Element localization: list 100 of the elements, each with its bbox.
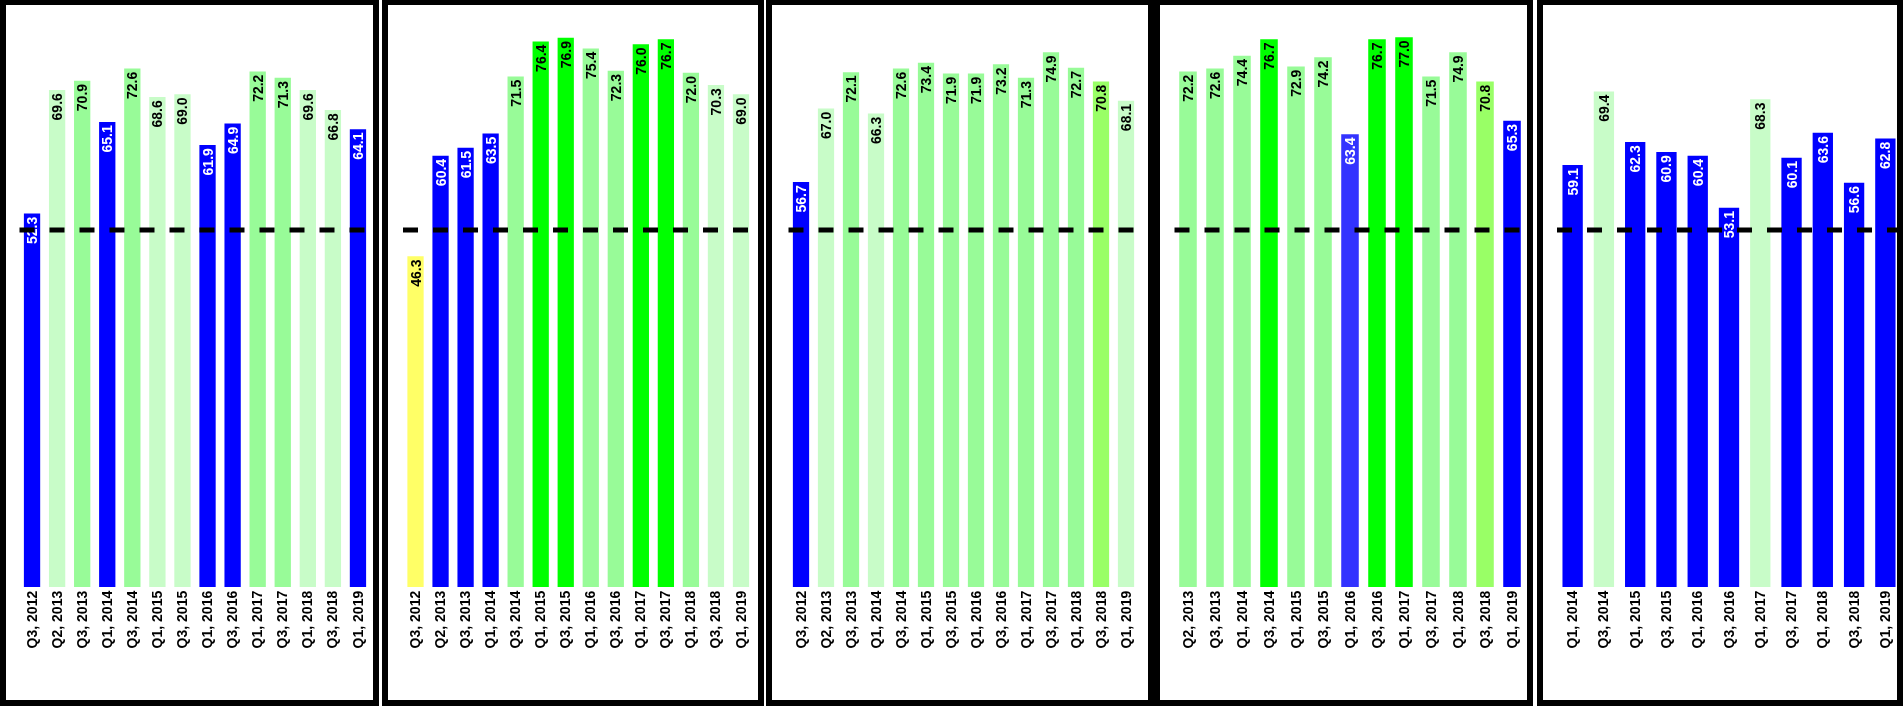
x-tick-label: Q3, 2017 <box>1783 590 1800 649</box>
x-tick-label: Q3, 2012 <box>792 590 809 649</box>
data-label: 74.4 <box>1234 58 1251 87</box>
data-label: 74.9 <box>1043 55 1060 83</box>
x-tick-label: Q3, 2016 <box>992 590 1009 649</box>
x-tick-label: Q1, 2014 <box>482 590 499 649</box>
x-tick-label: Q3, 2014 <box>1260 590 1277 649</box>
x-tick-label: Q3, 2013 <box>457 590 474 649</box>
x-tick-label: Q1, 2015 <box>148 590 165 649</box>
x-tick-label: Q3, 2014 <box>123 590 140 649</box>
data-label: 69.0 <box>174 97 191 125</box>
data-label: 71.9 <box>968 76 985 105</box>
data-label: 56.7 <box>793 185 810 213</box>
data-label: 66.8 <box>324 112 341 141</box>
data-label: 72.6 <box>124 71 141 100</box>
data-label: 73.2 <box>993 67 1009 95</box>
data-label: 68.6 <box>149 100 166 128</box>
data-label: 53.1 <box>1721 210 1737 239</box>
x-tick-label: Q1, 2019 <box>1503 590 1520 649</box>
data-label: 63.4 <box>1342 137 1359 165</box>
x-tick-label: Q3, 2012 <box>23 590 40 649</box>
data-label: 60.4 <box>1689 158 1706 187</box>
x-tick-label: Q3, 2018 <box>1092 590 1109 649</box>
data-label: 63.6 <box>1814 135 1831 164</box>
data-label: 69.6 <box>49 92 66 121</box>
x-tick-label: Q3, 2012 <box>407 590 424 649</box>
x-tick-label: Q1, 2015 <box>1287 590 1304 649</box>
data-label: 70.3 <box>707 87 724 116</box>
data-label: 60.9 <box>1658 155 1675 183</box>
x-tick-label: Q3, 2017 <box>274 590 291 649</box>
x-tick-label: Q1, 2018 <box>1067 590 1084 649</box>
x-tick-label: Q1, 2016 <box>1689 590 1706 649</box>
x-tick-label: Q3, 2018 <box>1845 590 1862 649</box>
data-label: 62.8 <box>1877 141 1894 169</box>
data-label: 71.3 <box>274 80 291 109</box>
x-tick-label: Q3, 2015 <box>174 590 191 649</box>
x-tick-label: Q1, 2015 <box>532 590 549 649</box>
x-tick-label: Q1, 2016 <box>1341 590 1358 649</box>
data-label: 69.6 <box>299 92 316 121</box>
x-tick-label: Q1, 2019 <box>1876 590 1893 649</box>
data-label: 76.4 <box>532 44 549 72</box>
x-tick-label: Q3, 2018 <box>707 590 724 649</box>
x-tick-label: Q3, 2013 <box>73 590 90 649</box>
data-label: 69.0 <box>732 97 749 125</box>
x-tick-label: Q3, 2014 <box>507 590 524 649</box>
data-label: 76.7 <box>1369 42 1386 70</box>
x-tick-label: Q1, 2018 <box>682 590 699 649</box>
x-tick-label: Q2, 2013 <box>48 590 65 649</box>
data-label: 68.1 <box>1118 103 1135 132</box>
x-tick-label: Q1, 2017 <box>249 590 266 649</box>
x-tick-label: Q3, 2013 <box>842 590 859 649</box>
data-label: 56.6 <box>1846 185 1863 214</box>
data-label: 72.0 <box>682 75 699 104</box>
data-label: 64.9 <box>224 126 241 154</box>
data-label: 77.0 <box>1396 40 1413 68</box>
x-tick-label: Q3, 2014 <box>1595 590 1612 649</box>
data-label: 72.3 <box>607 73 624 102</box>
data-label: 61.5 <box>457 150 474 179</box>
x-tick-label: Q3, 2015 <box>557 590 574 649</box>
x-tick-label: Q3, 2017 <box>1422 590 1439 649</box>
data-label: 71.3 <box>1018 80 1035 109</box>
data-label: 70.8 <box>1477 84 1494 112</box>
x-tick-label: Q1, 2016 <box>199 590 216 649</box>
data-label: 76.9 <box>557 40 574 69</box>
x-tick-label: Q3, 2016 <box>607 590 624 649</box>
data-label: 73.4 <box>918 65 935 94</box>
x-tick-label: Q1, 2018 <box>299 590 316 649</box>
x-tick-label: Q3, 2015 <box>1314 590 1331 649</box>
data-label: 64.1 <box>349 132 366 160</box>
x-tick-label: Q3, 2013 <box>1206 590 1223 649</box>
x-tick-label: Q3, 2016 <box>1720 590 1737 649</box>
data-label: 62.3 <box>1627 145 1644 173</box>
data-label: 59.1 <box>1564 167 1581 196</box>
x-tick-label: Q1, 2019 <box>1117 590 1134 649</box>
x-tick-label: Q3, 2018 <box>324 590 341 649</box>
x-tick-label: Q1, 2014 <box>1564 590 1581 649</box>
x-tick-label: Q1, 2017 <box>1395 590 1412 649</box>
x-tick-label: Q1, 2017 <box>632 590 649 649</box>
data-label: 65.3 <box>1504 123 1521 152</box>
x-tick-label: Q1, 2014 <box>1233 590 1250 649</box>
data-label: 63.5 <box>482 136 499 164</box>
data-label: 65.1 <box>99 125 116 153</box>
x-tick-label: Q1, 2019 <box>349 590 366 649</box>
x-tick-label: Q1, 2014 <box>98 590 115 649</box>
data-label: 66.3 <box>868 116 885 144</box>
x-tick-label: Q3, 2014 <box>892 590 909 649</box>
data-label: 46.3 <box>407 259 424 287</box>
data-label: 71.9 <box>943 76 960 105</box>
x-tick-label: Q1, 2017 <box>1751 590 1768 649</box>
x-tick-label: Q2, 2013 <box>1179 590 1196 649</box>
x-tick-label: Q3, 2015 <box>1658 590 1674 649</box>
data-label: 75.4 <box>582 51 599 80</box>
data-label: 76.0 <box>632 47 649 75</box>
data-label: 60.4 <box>432 158 449 187</box>
data-label: 61.9 <box>199 147 216 176</box>
x-tick-label: Q1, 2019 <box>732 590 749 649</box>
data-label: 72.9 <box>1288 69 1305 97</box>
x-tick-label: Q1, 2018 <box>1814 590 1831 649</box>
x-tick-label: Q1, 2016 <box>967 590 984 649</box>
x-tick-label: Q1, 2015 <box>1626 590 1643 649</box>
